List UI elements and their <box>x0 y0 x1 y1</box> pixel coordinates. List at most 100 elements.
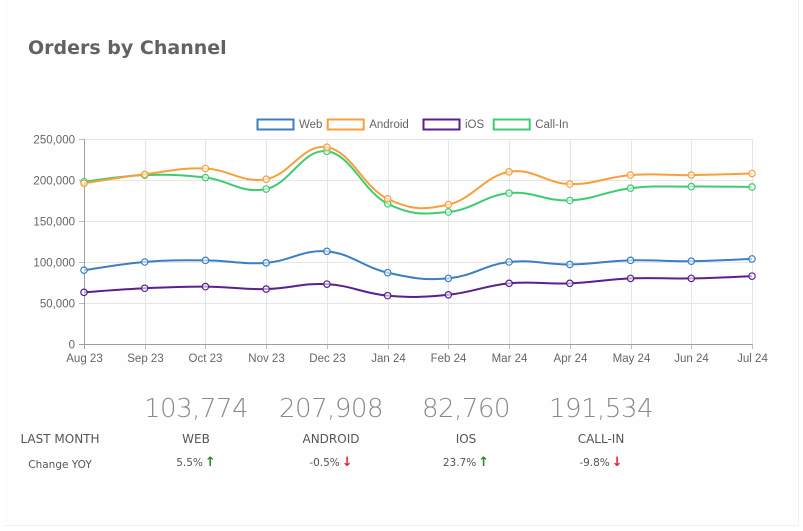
legend-item-android[interactable]: Android <box>326 118 409 131</box>
x-tick-label: Mar 24 <box>492 353 528 365</box>
data-point <box>566 279 574 288</box>
data-point <box>262 175 270 183</box>
data-point <box>140 284 149 293</box>
y-tick-label: 200,000 <box>33 176 75 188</box>
change-value: -0.5% <box>309 457 340 469</box>
legend-item-web[interactable]: Web <box>256 118 323 131</box>
stat-change: 5.5% ↑ <box>126 455 266 471</box>
data-point <box>201 173 210 182</box>
y-tick-label: 50,000 <box>40 299 75 311</box>
data-point <box>323 143 331 152</box>
stat-name: CALL-IN <box>577 432 625 446</box>
change-value: 5.5% <box>176 457 203 469</box>
data-point <box>80 266 88 275</box>
legend-label: Web <box>299 119 322 131</box>
x-tick-label: Nov 23 <box>248 353 284 365</box>
y-tick-label: 100,000 <box>33 258 75 270</box>
stat-web: 103,774 WEB 5.5% ↑ <box>126 392 266 471</box>
data-point <box>80 288 88 297</box>
data-point <box>626 171 635 179</box>
x-tick-label: Jan 24 <box>371 353 406 365</box>
series-line-call-in <box>83 150 753 215</box>
legend-item-ios[interactable]: iOS <box>422 118 485 131</box>
stat-change: -0.5% ↓ <box>261 455 401 471</box>
stat-android: 207,908 ANDROID -0.5% ↓ <box>261 392 401 471</box>
x-tick-label: Jul 24 <box>737 353 768 365</box>
stat-change: -9.8% ↓ <box>531 455 671 471</box>
data-point <box>383 291 392 300</box>
data-point <box>687 257 696 265</box>
legend-swatch <box>256 118 295 131</box>
orders-line-chart: 0 50,000 100,000 150,000 200,000 250,000 Aug 2… <box>33 118 768 366</box>
legend-swatch <box>492 118 531 131</box>
series-line-web <box>83 250 753 281</box>
data-point <box>626 256 635 265</box>
data-point <box>444 290 453 299</box>
data-point <box>80 179 88 188</box>
legend-swatch <box>326 118 365 131</box>
arrow-up-icon: ↑ <box>478 455 490 470</box>
stat-value: 191,534 <box>548 394 654 424</box>
chart-series <box>80 143 756 300</box>
data-point <box>687 182 696 191</box>
data-point <box>444 274 453 283</box>
stat-value: 82,760 <box>422 394 510 424</box>
x-tick-label: May 24 <box>613 353 651 365</box>
stat-name: WEB <box>182 432 210 446</box>
data-point <box>262 259 270 267</box>
data-point <box>323 280 331 288</box>
data-point <box>140 258 149 266</box>
stat-ios: 82,760 IOS 23.7% ↑ <box>396 392 536 471</box>
data-point <box>748 272 756 280</box>
data-point <box>323 247 331 256</box>
last-month-label: LAST MONTH <box>20 432 100 446</box>
arrow-down-icon: ↓ <box>611 455 623 470</box>
data-point <box>383 195 392 203</box>
legend-item-call-in[interactable]: Call-In <box>492 118 569 131</box>
data-point <box>262 185 270 193</box>
chart-grid <box>84 139 753 344</box>
chart-axes: 0 50,000 100,000 150,000 200,000 250,000 Aug 2… <box>33 135 768 366</box>
data-point <box>444 208 453 216</box>
stat-call-in: 191,534 CALL-IN -9.8% ↓ <box>531 392 671 471</box>
legend-label: Android <box>369 119 409 131</box>
y-tick-label: 150,000 <box>33 217 75 229</box>
data-point <box>505 279 513 288</box>
series-ios <box>80 272 756 300</box>
x-tick-label: Apr 24 <box>554 353 588 365</box>
data-point <box>383 268 392 277</box>
data-point <box>201 164 210 173</box>
legend-label: Call-In <box>535 119 568 131</box>
data-point <box>748 183 756 191</box>
series-line-ios <box>83 275 753 298</box>
data-point <box>140 170 149 179</box>
stat-name: IOS <box>455 432 477 446</box>
change-value: -9.8% <box>579 457 610 469</box>
y-tick-label: 0 <box>69 340 75 352</box>
data-point <box>566 180 574 188</box>
change-yoy-label: Change YOY <box>28 459 92 471</box>
data-point <box>505 189 513 197</box>
stat-change: 23.7% ↑ <box>396 455 536 471</box>
chart-legend: Web Android iOS Call-In <box>256 118 569 131</box>
arrow-up-icon: ↑ <box>204 455 216 470</box>
y-tick-label: 250,000 <box>33 135 75 147</box>
series-android <box>80 143 756 210</box>
x-tick-label: Feb 24 <box>431 353 467 365</box>
data-point <box>566 196 574 205</box>
data-point <box>626 184 635 193</box>
x-tick-label: Dec 23 <box>309 353 345 365</box>
x-tick-label: Aug 23 <box>66 353 102 365</box>
x-tick-label: Oct 23 <box>189 353 223 365</box>
data-point <box>748 169 756 178</box>
legend-swatch <box>422 118 461 131</box>
data-point <box>687 171 696 179</box>
data-point <box>505 258 513 266</box>
stats-panel: LAST MONTH Change YOY 103,774 WEB 5.5% ↑ … <box>0 392 803 482</box>
stat-value: 207,908 <box>278 394 384 424</box>
card-title: Orders by Channel <box>28 37 227 59</box>
legend-label: iOS <box>465 119 485 131</box>
data-point <box>748 255 756 263</box>
x-tick-label: Sep 23 <box>127 353 163 365</box>
data-point <box>687 274 696 283</box>
